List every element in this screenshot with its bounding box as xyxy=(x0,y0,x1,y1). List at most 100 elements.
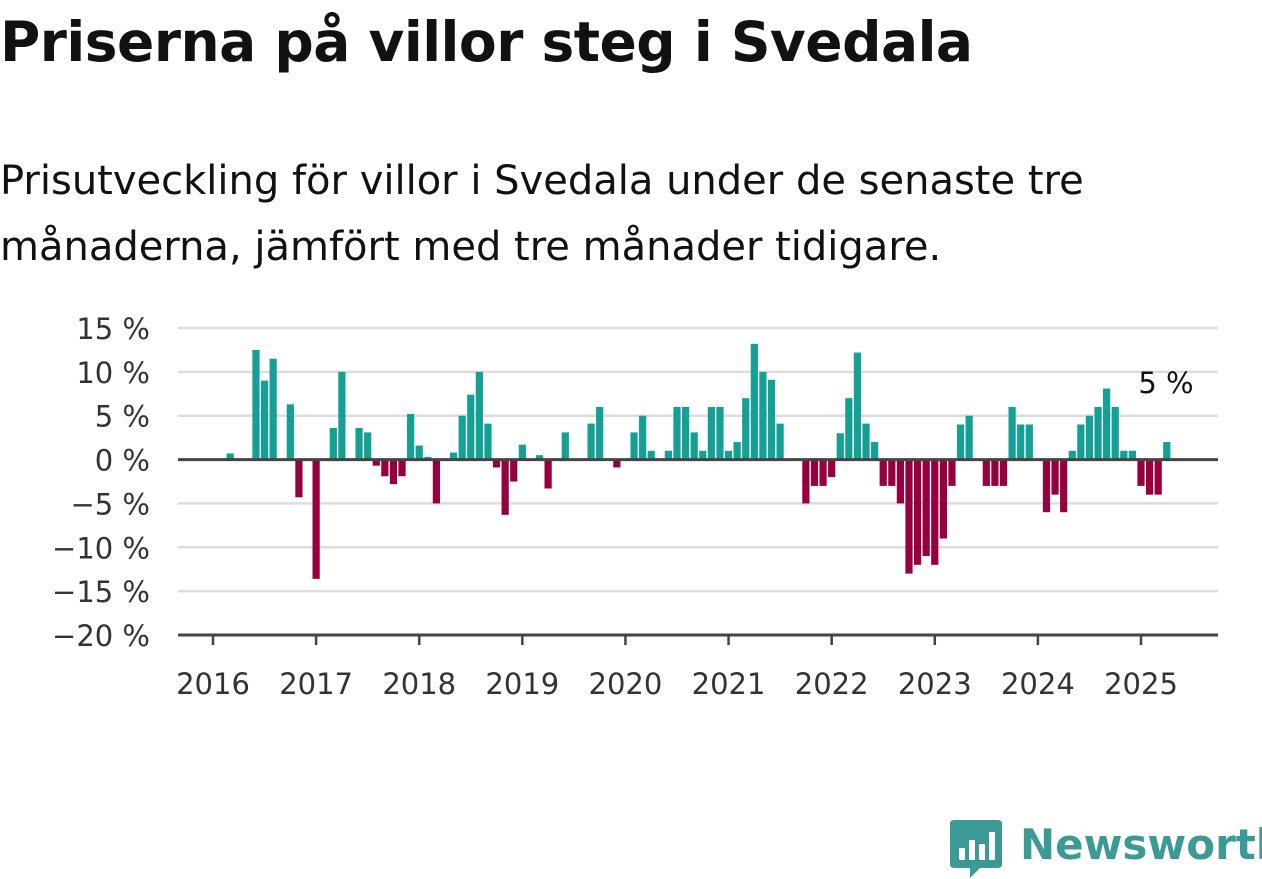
bar xyxy=(381,459,389,477)
x-tick-label: 2024 xyxy=(1001,667,1075,701)
y-tick-label: −20 % xyxy=(52,619,150,653)
bar xyxy=(364,432,372,460)
bar xyxy=(1163,442,1171,460)
bar xyxy=(1017,424,1025,460)
bar xyxy=(630,432,638,460)
bar xyxy=(939,459,947,539)
bar xyxy=(724,450,733,460)
x-tick-label: 2019 xyxy=(485,667,559,701)
bar xyxy=(1103,388,1111,460)
bar xyxy=(510,459,518,482)
bar xyxy=(664,450,673,460)
bar xyxy=(871,442,879,460)
bar xyxy=(733,442,741,460)
bar xyxy=(862,423,870,460)
bar xyxy=(260,380,269,460)
bar xyxy=(1111,406,1119,460)
x-tick-label: 2017 xyxy=(279,667,353,701)
bar xyxy=(458,415,466,460)
bar xyxy=(372,459,380,466)
bar xyxy=(269,358,277,460)
bar xyxy=(226,453,234,460)
bar xyxy=(845,398,853,460)
bar xyxy=(699,450,707,460)
bar xyxy=(819,459,827,486)
bar xyxy=(467,394,475,460)
bar xyxy=(673,406,681,460)
chart-bars xyxy=(226,343,1171,579)
bar xyxy=(647,450,655,460)
bar xyxy=(407,413,415,460)
bar xyxy=(1154,459,1162,495)
bar xyxy=(690,432,698,460)
y-tick-label: 5 % xyxy=(95,400,150,434)
bar xyxy=(999,459,1008,486)
bar xyxy=(587,423,595,460)
bar xyxy=(329,427,337,460)
bar xyxy=(888,459,896,486)
y-axis-ticks: 15 % 10 % 5 % 0 % −5 % −10 % −15 % −20 % xyxy=(52,312,150,653)
bar xyxy=(776,423,784,460)
bar xyxy=(613,459,621,468)
bar xyxy=(948,459,956,486)
bar xyxy=(398,459,406,477)
bar xyxy=(432,459,441,504)
bar xyxy=(492,459,501,468)
x-tick-label: 2020 xyxy=(589,667,663,701)
newsworthy-logo-icon xyxy=(950,820,1002,878)
bar xyxy=(707,406,715,460)
bar xyxy=(1120,450,1128,460)
x-tick-label: 2023 xyxy=(898,667,972,701)
bar xyxy=(716,406,724,460)
bar xyxy=(501,459,509,515)
bar xyxy=(596,406,604,460)
y-tick-label: −5 % xyxy=(70,487,150,521)
chart-axes xyxy=(178,458,1218,637)
x-axis-ticks: 2016 2017 2018 2019 2020 2021 2022 2023 2024 2025 xyxy=(176,635,1178,701)
bar xyxy=(389,459,398,485)
bar xyxy=(853,352,862,460)
bar xyxy=(828,459,836,478)
bar xyxy=(449,452,458,460)
y-tick-label: −10 % xyxy=(52,531,150,565)
bar xyxy=(1137,459,1145,486)
chart-subtitle: Prisutveckling för villor i Svedala unde… xyxy=(0,158,1084,270)
bar xyxy=(639,415,647,460)
bar xyxy=(1008,406,1016,460)
bar xyxy=(965,415,973,460)
bar xyxy=(535,455,544,460)
bar xyxy=(475,371,483,460)
x-tick-label: 2016 xyxy=(176,667,250,701)
bar xyxy=(742,398,750,460)
y-tick-label: 15 % xyxy=(76,312,150,346)
x-tick-label: 2021 xyxy=(692,667,766,701)
bar xyxy=(879,459,887,486)
bar xyxy=(896,459,905,504)
bar xyxy=(295,459,303,498)
bar xyxy=(338,371,346,460)
bar xyxy=(544,459,552,489)
bar xyxy=(1094,406,1102,460)
y-tick-label: −15 % xyxy=(52,575,150,609)
bar xyxy=(1145,459,1154,495)
bar xyxy=(1128,450,1137,460)
bar xyxy=(681,406,690,460)
newsworthy-brand: Newsworthy xyxy=(950,818,1262,878)
bar xyxy=(802,459,810,504)
bar xyxy=(355,427,363,460)
bar xyxy=(518,444,526,460)
bar xyxy=(1085,415,1094,460)
x-tick-label: 2022 xyxy=(795,667,869,701)
bar xyxy=(1077,424,1085,460)
y-tick-label: 0 % xyxy=(95,444,150,478)
bar xyxy=(1068,450,1076,460)
bar xyxy=(1051,459,1059,495)
bar xyxy=(836,433,844,460)
bar xyxy=(286,404,294,460)
bar xyxy=(982,459,990,486)
bar xyxy=(991,459,999,486)
bar xyxy=(905,459,913,574)
bar xyxy=(1042,459,1051,513)
bar xyxy=(956,424,965,460)
bar xyxy=(810,459,819,486)
